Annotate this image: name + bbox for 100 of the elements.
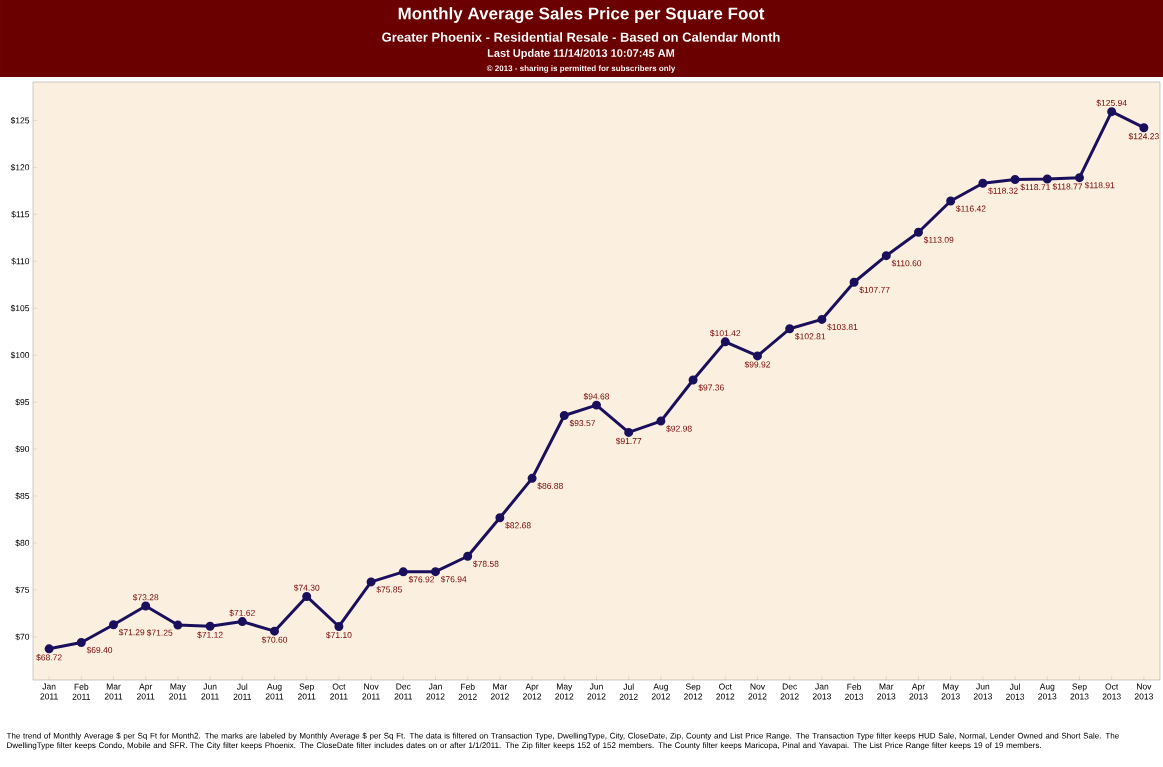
- point: [881, 251, 891, 261]
- x-tick-label: Jun 2013: [973, 683, 992, 700]
- data-label: $68.72: [36, 654, 62, 661]
- y-tick-label: $110: [11, 257, 30, 265]
- data-label: $93.57: [569, 419, 596, 427]
- x-tick-label: Mar 2011: [104, 683, 123, 700]
- point: [624, 427, 634, 437]
- point: [334, 621, 344, 631]
- chart-title: Monthly Average Sales Price per Square Foot: [398, 7, 765, 23]
- x-tick-label: Jan 2013: [812, 683, 831, 700]
- x-tick-label: Sep 2012: [684, 683, 703, 700]
- data-label: $70.60: [261, 636, 288, 644]
- x-tick-label: Feb 2013: [845, 683, 864, 700]
- point: [688, 375, 698, 385]
- x-tick-label: Dec 2012: [780, 683, 799, 700]
- chart-subtitle: Greater Phoenix - Residential Resale - Based on Calendar Month: [382, 32, 780, 42]
- x-tick-label: Apr 2011: [136, 683, 155, 700]
- y-tick-label: $75: [15, 586, 30, 594]
- x-tick-label: Feb 2012: [458, 683, 477, 700]
- point: [527, 473, 537, 483]
- point: [978, 178, 988, 188]
- data-label: $82.68: [505, 521, 531, 529]
- data-label: $71.62: [229, 609, 255, 617]
- data-label: $125.94: [1096, 99, 1127, 107]
- point: [720, 337, 730, 347]
- point: [752, 351, 762, 361]
- data-label: $91.77: [615, 437, 642, 445]
- point: [849, 277, 859, 287]
- data-label: $116.42: [955, 205, 986, 213]
- x-tick-label: Jul 2012: [619, 683, 638, 700]
- y-tick-label: $80: [15, 539, 30, 547]
- data-label: $118.71: [1020, 183, 1050, 191]
- point: [817, 314, 827, 324]
- x-tick-label: Sep 2011: [297, 683, 316, 700]
- data-label: $118.91: [1084, 181, 1115, 189]
- point: [946, 196, 956, 206]
- point: [1042, 174, 1052, 184]
- data-label: $101.42: [710, 329, 741, 337]
- data-label: $99.92: [744, 361, 771, 369]
- data-label: $107.77: [859, 286, 890, 294]
- text: © 2013 - sharing is permitted for subscribers only: [486, 65, 676, 73]
- point: [109, 620, 118, 630]
- data-label: $69.40: [86, 646, 113, 654]
- point: [1010, 175, 1020, 185]
- x-tick-label: Oct 2011: [330, 683, 348, 700]
- data-label: $76.92: [408, 576, 435, 583]
- point: [76, 637, 86, 647]
- point: [1074, 173, 1084, 183]
- x-tick-label: Jan 2011: [40, 683, 58, 700]
- y-tick-label: $70: [15, 633, 30, 641]
- data-label: $71.25: [146, 629, 173, 637]
- point: [591, 400, 601, 410]
- x-tick-label: Aug 2013: [1038, 683, 1057, 700]
- text: The trend of Monthly Average $ per Sq Ft for Month2. The marks are labeled by Monthly Average $ per Sq Ft. The data is filtered on Transaction Type, DwellingType, City, CloseDate, Zip, County and List Price Range. The Transaction Type filter keeps HUD Sale, Normal, Lender Owned and Short Sale. The DwellingType filter keeps Condo, Mobile and SFR. The City filter keeps Phoenix. The CloseDate filter includes dates on or after 1/1/2011. The Zip filter keeps 152 of 152 members. The County filter keeps Maricopa, Pinal and Yavapai. The List Price Range filter keeps 19 of 19 members.: [6, 732, 1119, 750]
- data-label: $76.94: [440, 575, 467, 583]
- point: [1139, 123, 1149, 133]
- point: [495, 513, 505, 523]
- data-label: $71.29: [118, 628, 145, 636]
- point: [430, 567, 440, 577]
- point: [656, 416, 666, 426]
- x-tick-label: Oct 2013: [1102, 683, 1121, 700]
- x-tick-label: Jun 2012: [587, 683, 606, 700]
- data-label: $74.30: [293, 584, 320, 592]
- x-tick-label: Jul 2013: [1006, 683, 1025, 700]
- x-tick-label: Apr 2013: [909, 683, 928, 700]
- point: [173, 620, 183, 630]
- x-tick-label: May 2013: [941, 683, 960, 700]
- data-label: $124.23: [1128, 132, 1159, 140]
- x-tick-label: Jul 2011: [233, 683, 252, 700]
- x-tick-label: May 2012: [555, 683, 574, 700]
- data-label: $118.77: [1052, 183, 1083, 191]
- point: [205, 621, 215, 631]
- y-tick-label: $120: [10, 163, 30, 171]
- x-tick-label: Jun 2011: [201, 683, 219, 700]
- point: [913, 227, 923, 237]
- point: [1107, 107, 1117, 117]
- point: [302, 591, 312, 601]
- data-label: $110.60: [891, 259, 922, 267]
- point: [270, 626, 279, 636]
- y-tick-label: $95: [15, 398, 30, 406]
- x-tick-label: Oct 2012: [716, 683, 735, 700]
- point: [398, 567, 408, 577]
- data-label: $71.12: [197, 631, 223, 639]
- y-tick-label: $85: [15, 492, 30, 500]
- x-tick-label: May 2011: [169, 683, 187, 700]
- y-tick-label: $125: [10, 117, 30, 124]
- x-tick-label: Aug 2012: [651, 683, 670, 700]
- data-label: $102.81: [794, 333, 826, 340]
- point: [44, 644, 54, 654]
- data-label: $78.58: [472, 560, 499, 568]
- y-tick-label: $105: [10, 304, 30, 312]
- data-label: $97.36: [698, 384, 724, 392]
- x-tick-label: Mar 2012: [490, 683, 509, 700]
- x-tick-label: Sep 2013: [1070, 683, 1089, 700]
- data-label: $73.28: [132, 593, 159, 601]
- data-label: $75.85: [376, 586, 402, 593]
- data-label: $94.68: [583, 393, 610, 400]
- point: [463, 551, 473, 561]
- x-tick-label: Mar 2013: [877, 683, 896, 700]
- point: [785, 324, 795, 334]
